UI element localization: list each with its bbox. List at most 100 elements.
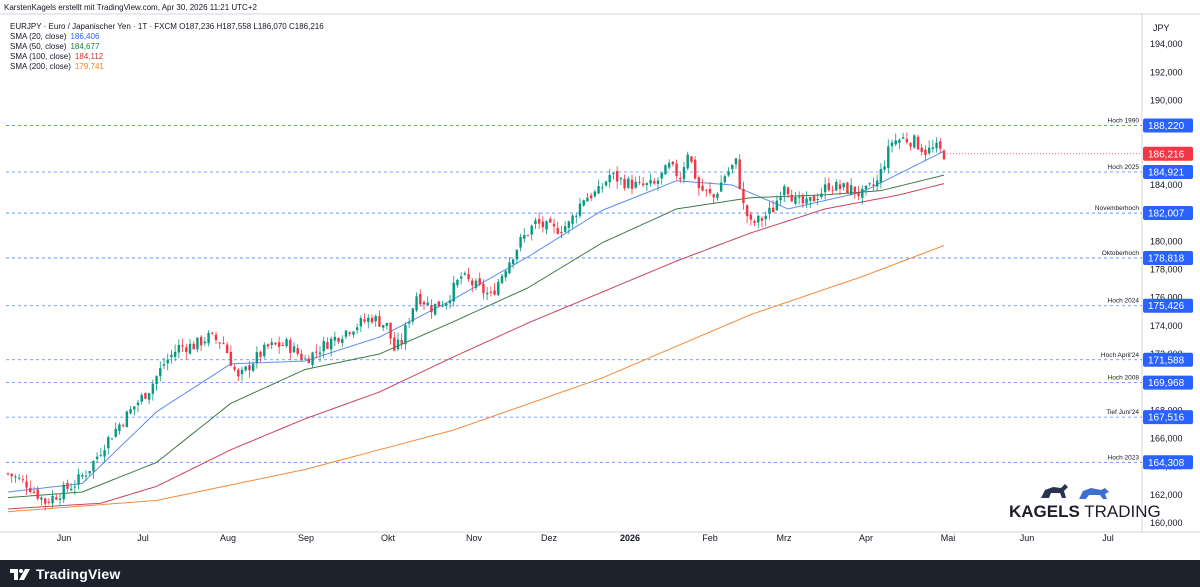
candle-body: [909, 143, 912, 147]
y-tick-label: 180,000: [1150, 236, 1183, 246]
candle-body: [846, 182, 849, 194]
legend-sma100[interactable]: SMA (100, close) 184,112: [10, 52, 324, 62]
candle-body: [99, 454, 103, 456]
legend-sma200[interactable]: SMA (200, close) 179,741: [10, 62, 324, 72]
candle-body: [549, 218, 552, 223]
candle-body: [586, 197, 589, 202]
candle-body: [400, 340, 403, 344]
candle-body: [315, 351, 318, 353]
candle-body: [344, 330, 348, 337]
candle-body: [942, 150, 946, 160]
candle-body: [381, 324, 385, 328]
level-price-tag: [1143, 455, 1193, 470]
candle-body: [140, 394, 143, 402]
candle-body: [478, 278, 481, 285]
candle-body: [697, 177, 701, 189]
level-name: Hoch 2025: [1108, 164, 1140, 171]
candle-body: [861, 188, 864, 198]
level-price-label: 175,426: [1148, 301, 1185, 312]
candle-body: [151, 383, 155, 394]
legend-value: 184,112: [74, 52, 104, 61]
candle-body: [693, 159, 697, 179]
candle-body: [55, 497, 58, 500]
candle-body: [203, 341, 207, 344]
y-tick-label: 160,000: [1150, 518, 1183, 528]
candle-body: [170, 354, 173, 358]
candle-body: [786, 187, 790, 195]
candle-body: [641, 183, 645, 186]
candle-body: [660, 172, 663, 179]
candle-body: [760, 218, 764, 221]
candle-body: [422, 302, 426, 305]
candle-body: [51, 495, 54, 504]
candle-body: [504, 271, 507, 278]
candle-body: [526, 235, 530, 237]
candle-body: [816, 199, 819, 201]
candle-body: [638, 181, 641, 183]
candle-body: [73, 486, 77, 488]
candle-body: [155, 376, 158, 384]
candle-body: [690, 156, 693, 162]
candle-body: [875, 180, 879, 187]
candle-body: [634, 181, 637, 188]
x-tick-label: Nov: [466, 533, 483, 543]
candle-body: [489, 291, 493, 293]
legend-label: SMA (20, close): [10, 32, 67, 41]
price-chart[interactable]: 194,000192,000190,000188,000186,000184,0…: [0, 0, 1200, 560]
candle-body: [277, 342, 281, 347]
y-tick-label: 190,000: [1150, 95, 1183, 105]
legend-value: 186,406: [70, 32, 100, 41]
candle-body: [738, 159, 741, 189]
candle-body: [415, 296, 418, 311]
candle-body: [835, 181, 838, 191]
candle-body: [107, 437, 110, 449]
tradingview-logo[interactable]: TradingView: [10, 565, 120, 583]
candle-body: [567, 221, 571, 228]
candle-body: [318, 352, 322, 355]
candle-body: [753, 221, 756, 224]
candle-body: [393, 337, 396, 351]
legend-sma50[interactable]: SMA (50, close) 184,677: [10, 42, 324, 52]
chart-frame: KarstenKagels erstellt mit TradingView.c…: [0, 0, 1200, 560]
candle-body: [887, 146, 890, 168]
candle-body: [166, 359, 169, 364]
symbol-line[interactable]: EURJPY · Euro / Japanischer Yen · 1T · F…: [10, 22, 324, 31]
candle-body: [237, 369, 240, 377]
candle-body: [701, 185, 704, 191]
candle-body: [333, 336, 337, 341]
candle-body: [627, 178, 630, 188]
candle-body: [352, 331, 355, 335]
candle-body: [523, 235, 526, 239]
legend-label: SMA (50, close): [10, 42, 67, 51]
y-tick-label: 178,000: [1150, 264, 1183, 274]
legend-sma20[interactable]: SMA (20, close) 186,406: [10, 32, 324, 42]
candle-body: [255, 352, 259, 364]
candle-body: [511, 259, 515, 265]
candle-body: [270, 342, 273, 346]
level-price-label: 182,007: [1148, 209, 1185, 220]
candle-body: [289, 339, 292, 353]
candle-body: [485, 292, 489, 295]
candle-body: [894, 140, 897, 145]
legend: EURJPY · Euro / Japanischer Yen · 1T · F…: [10, 22, 324, 72]
candle-body: [341, 338, 344, 344]
candle-body: [671, 161, 675, 165]
candle-body: [211, 332, 214, 334]
tradingview-label: TradingView: [36, 566, 121, 582]
candle-body: [838, 184, 842, 189]
candle-body: [560, 232, 563, 234]
candle-body: [445, 303, 448, 306]
candle-body: [348, 332, 351, 334]
candle-body: [675, 163, 678, 176]
candle-body: [29, 487, 32, 492]
candle-body: [32, 491, 36, 493]
legend-label: SMA (200, close): [10, 62, 71, 71]
candle-body: [21, 479, 25, 481]
candle-body: [820, 193, 823, 198]
footer-bar: TradingView: [0, 560, 1200, 587]
candle-body: [103, 450, 106, 457]
level-name: Hoch 2024: [1108, 298, 1140, 305]
level-price-tag: [1143, 375, 1193, 390]
candle-body: [883, 166, 886, 170]
candle-body: [612, 173, 615, 175]
